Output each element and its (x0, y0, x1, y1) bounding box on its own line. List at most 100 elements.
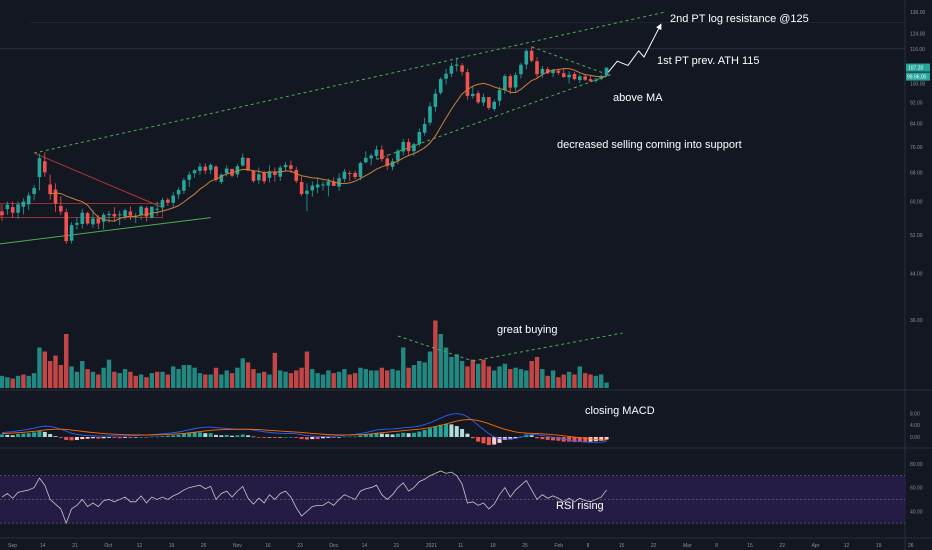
date-tick-label: 23 (297, 543, 303, 549)
candle-body (599, 76, 603, 79)
volume-bar (208, 374, 213, 388)
candle-body (321, 184, 325, 186)
macd-hist-bar (32, 432, 37, 437)
candle-body (32, 188, 36, 195)
macd-pane: 8.00 4.00 0.00 (0, 411, 920, 445)
price-tick-label: 84.00 (910, 122, 923, 128)
volume-bar (368, 370, 374, 388)
volume-bar (390, 369, 395, 388)
volume-bar (154, 371, 160, 388)
macd-hist-bar (187, 432, 192, 437)
volume-bar (90, 371, 96, 388)
price-tick-label: 44.00 (910, 271, 923, 277)
rsi-tick-label: 80.00 (910, 462, 923, 468)
date-tick-label: 21 (394, 543, 400, 549)
candle-body (476, 93, 480, 103)
volume-bar (342, 369, 347, 388)
macd-hist-bar (572, 437, 577, 443)
price-tick-label: 76.00 (910, 145, 923, 151)
macd-hist-bar (117, 437, 122, 439)
macd-hist-bar (219, 435, 224, 437)
candle-body (192, 170, 197, 174)
volume-bar (336, 371, 342, 388)
macd-hist-bar (16, 434, 21, 437)
candle-body (556, 70, 561, 73)
volume-bar (31, 373, 37, 388)
volume-bar (256, 373, 261, 388)
macd-hist-bar (214, 434, 218, 437)
macd-hist-bar (235, 435, 240, 437)
volume-bar (459, 361, 465, 388)
countdown-badge (906, 72, 930, 81)
volume-bar (213, 367, 219, 388)
candle-body (0, 211, 4, 216)
macd-hist-bar (171, 435, 176, 437)
macd-hist-bar (294, 437, 299, 438)
price-axis: 136.00124.00116.00108.00100.0092.0084.00… (906, 10, 930, 324)
macd-hist-bar (37, 431, 42, 437)
candle-body (519, 64, 523, 75)
volume-bar (320, 374, 326, 388)
volume-bar (304, 351, 310, 388)
price-tick-label: 52.00 (910, 233, 923, 239)
candle-body (198, 166, 202, 171)
volume-bar (449, 356, 454, 388)
macd-hist-bar (337, 437, 342, 438)
macd-hist-bar (208, 433, 213, 437)
macd-hist-bar (262, 437, 267, 438)
price-tick-label: 124.00 (910, 31, 926, 37)
volume-bar (192, 367, 197, 388)
volume-bar (363, 369, 368, 388)
macd-tick-label: 0.00 (910, 435, 920, 441)
volume-bar (42, 351, 47, 388)
candle-body (578, 76, 582, 81)
candle-body (561, 73, 566, 78)
volume-bar (454, 354, 459, 388)
volume-bar (401, 347, 406, 388)
date-tick-label: Feb (554, 543, 563, 549)
date-tick-label: 25 (522, 543, 528, 549)
volume-bar (251, 369, 256, 388)
macd-hist-bar (545, 437, 550, 440)
macd-hist-bar (139, 437, 144, 438)
candle-body (460, 65, 464, 72)
macd-hist-bar (428, 428, 432, 437)
macd-hist-bar (176, 434, 181, 437)
volume-bar (203, 374, 208, 388)
volume-bar (278, 370, 283, 388)
volume-bar (577, 366, 582, 388)
date-tick-label: 22 (651, 543, 657, 549)
candle-body (123, 210, 127, 217)
volume-bar (37, 347, 42, 388)
candle-body (176, 189, 181, 195)
macd-hist-bar (492, 437, 497, 445)
volume-bar (133, 375, 138, 388)
candle-body (385, 158, 389, 166)
candle-body (187, 174, 192, 180)
candle-body (481, 97, 486, 103)
macd-hist-bar (567, 437, 572, 442)
candle-body (449, 65, 454, 74)
candle-body (454, 64, 459, 66)
macd-hist-bar (256, 437, 261, 438)
macd-hist-bar (454, 426, 459, 437)
date-tick-label: 2021 (426, 543, 437, 549)
price-tick-label: 116.00 (910, 47, 925, 53)
candle-body (380, 149, 384, 160)
volume-bar (352, 373, 358, 388)
price-tick-label: 100.00 (910, 81, 926, 87)
candle-body (96, 218, 101, 224)
candle-body (289, 165, 293, 169)
volume-bar (64, 334, 69, 388)
volume-bar (406, 367, 411, 388)
volume-bar (26, 375, 31, 388)
macd-hist-bar (310, 437, 315, 440)
candle-body (251, 170, 256, 181)
candle-body (128, 211, 133, 216)
macd-hist-bar (379, 433, 384, 437)
volume-bar (160, 371, 165, 388)
last-price-label: 107.20 (908, 66, 924, 72)
candle-body (150, 206, 154, 218)
candle-body (21, 201, 26, 207)
